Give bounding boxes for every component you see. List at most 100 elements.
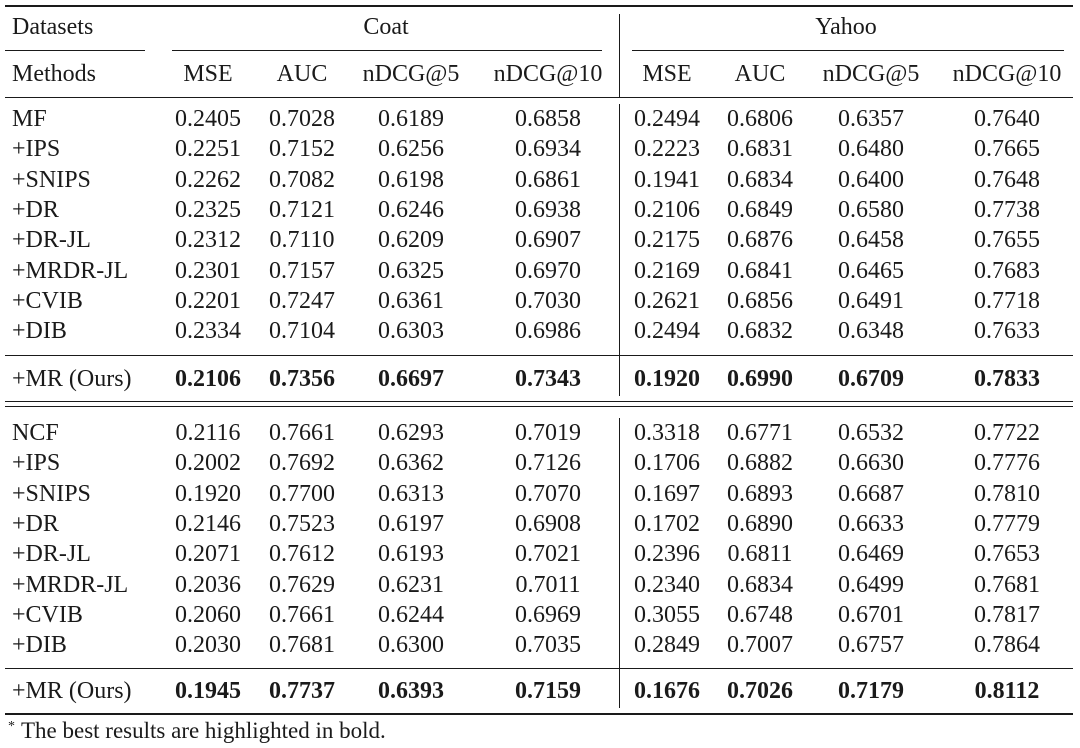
yahoo-value-cell: 0.7640 bbox=[974, 106, 1040, 132]
ours-yahoo-value-cell: 0.7833 bbox=[974, 366, 1040, 392]
ours-yahoo-value-cell: 0.1920 bbox=[634, 366, 700, 392]
yahoo-value-cell: 0.6882 bbox=[727, 450, 793, 476]
yahoo-value-cell: 0.7665 bbox=[974, 136, 1040, 162]
ours-yahoo-value-cell: 0.6990 bbox=[727, 366, 793, 392]
yahoo-value-cell: 0.7718 bbox=[974, 288, 1040, 314]
yahoo-value-cell: 0.7722 bbox=[974, 420, 1040, 446]
yahoo-value-cell: 0.1697 bbox=[634, 481, 700, 507]
yahoo-value-cell: 0.6893 bbox=[727, 481, 793, 507]
method-cell: +CVIB bbox=[12, 288, 83, 314]
method-cell: +SNIPS bbox=[12, 481, 91, 507]
metric-header-yahoo-1: AUC bbox=[734, 61, 786, 87]
coat-value-cell: 0.6970 bbox=[515, 258, 581, 284]
coat-value-cell: 0.2325 bbox=[175, 197, 241, 223]
method-cell: +DR bbox=[12, 197, 59, 223]
yahoo-value-cell: 0.2340 bbox=[634, 572, 700, 598]
coat-value-cell: 0.7104 bbox=[269, 318, 335, 344]
datasets-header: Datasets bbox=[12, 14, 94, 40]
ours-yahoo-value-cell: 0.6709 bbox=[838, 366, 904, 392]
coat-underline bbox=[172, 50, 602, 51]
yahoo-value-cell: 0.2396 bbox=[634, 541, 700, 567]
metric-header-coat-1: AUC bbox=[276, 61, 328, 87]
coat-value-cell: 0.2201 bbox=[175, 288, 241, 314]
yahoo-value-cell: 0.7681 bbox=[974, 572, 1040, 598]
bottom-rule bbox=[5, 713, 1073, 715]
coat-value-cell: 0.2030 bbox=[175, 632, 241, 658]
ours-yahoo-value-cell: 0.7026 bbox=[727, 678, 793, 704]
ours-coat-value-cell: 0.2106 bbox=[175, 366, 241, 392]
coat-value-cell: 0.2071 bbox=[175, 541, 241, 567]
ours-coat-value-cell: 0.7356 bbox=[269, 366, 335, 392]
yahoo-value-cell: 0.6633 bbox=[838, 511, 904, 537]
coat-value-cell: 0.6209 bbox=[378, 227, 444, 253]
coat-value-cell: 0.7629 bbox=[269, 572, 335, 598]
yahoo-value-cell: 0.7810 bbox=[974, 481, 1040, 507]
coat-value-cell: 0.7110 bbox=[269, 227, 335, 253]
yahoo-value-cell: 0.6499 bbox=[838, 572, 904, 598]
yahoo-value-cell: 0.7738 bbox=[974, 197, 1040, 223]
coat-value-cell: 0.2036 bbox=[175, 572, 241, 598]
yahoo-value-cell: 0.6748 bbox=[727, 602, 793, 628]
group-separator-1 bbox=[619, 418, 620, 708]
ours-method-cell: +MR (Ours) bbox=[12, 366, 132, 392]
yahoo-value-cell: 0.6834 bbox=[727, 167, 793, 193]
coat-value-cell: 0.6362 bbox=[378, 450, 444, 476]
coat-value-cell: 0.6193 bbox=[378, 541, 444, 567]
method-cell: +DIB bbox=[12, 632, 67, 658]
coat-value-cell: 0.6293 bbox=[378, 420, 444, 446]
group-header-yahoo: Yahoo bbox=[815, 14, 877, 40]
yahoo-value-cell: 0.6806 bbox=[727, 106, 793, 132]
yahoo-value-cell: 0.7779 bbox=[974, 511, 1040, 537]
coat-value-cell: 0.6300 bbox=[378, 632, 444, 658]
yahoo-value-cell: 0.3318 bbox=[634, 420, 700, 446]
yahoo-value-cell: 0.1702 bbox=[634, 511, 700, 537]
method-cell: +DR-JL bbox=[12, 227, 91, 253]
coat-value-cell: 0.7070 bbox=[515, 481, 581, 507]
yahoo-value-cell: 0.6856 bbox=[727, 288, 793, 314]
coat-value-cell: 0.2060 bbox=[175, 602, 241, 628]
coat-value-cell: 0.7030 bbox=[515, 288, 581, 314]
coat-value-cell: 0.6861 bbox=[515, 167, 581, 193]
coat-value-cell: 0.6256 bbox=[378, 136, 444, 162]
ours-coat-value-cell: 0.7343 bbox=[515, 366, 581, 392]
method-cell: +CVIB bbox=[12, 602, 83, 628]
method-cell: NCF bbox=[12, 420, 59, 446]
coat-value-cell: 0.1920 bbox=[175, 481, 241, 507]
yahoo-value-cell: 0.2494 bbox=[634, 318, 700, 344]
coat-value-cell: 0.6198 bbox=[378, 167, 444, 193]
yahoo-value-cell: 0.6811 bbox=[727, 541, 793, 567]
coat-value-cell: 0.6303 bbox=[378, 318, 444, 344]
coat-value-cell: 0.6934 bbox=[515, 136, 581, 162]
coat-value-cell: 0.2405 bbox=[175, 106, 241, 132]
yahoo-value-cell: 0.6687 bbox=[838, 481, 904, 507]
coat-value-cell: 0.7692 bbox=[269, 450, 335, 476]
method-cell: MF bbox=[12, 106, 47, 132]
ours-yahoo-value-cell: 0.7179 bbox=[838, 678, 904, 704]
yahoo-value-cell: 0.7648 bbox=[974, 167, 1040, 193]
yahoo-value-cell: 0.6532 bbox=[838, 420, 904, 446]
footnote: * The best results are highlighted in bol… bbox=[8, 712, 386, 746]
metric-header-yahoo-3: nDCG@10 bbox=[952, 61, 1062, 87]
yahoo-value-cell: 0.6876 bbox=[727, 227, 793, 253]
coat-value-cell: 0.7700 bbox=[269, 481, 335, 507]
ours-rule-0 bbox=[5, 355, 1073, 356]
metric-header-yahoo-0: MSE bbox=[642, 61, 692, 87]
coat-value-cell: 0.7523 bbox=[269, 511, 335, 537]
method-cell: +DR bbox=[12, 511, 59, 537]
yahoo-value-cell: 0.3055 bbox=[634, 602, 700, 628]
coat-value-cell: 0.7021 bbox=[515, 541, 581, 567]
top-rule bbox=[5, 5, 1073, 7]
coat-value-cell: 0.2334 bbox=[175, 318, 241, 344]
ours-coat-value-cell: 0.1945 bbox=[175, 678, 241, 704]
yahoo-value-cell: 0.6480 bbox=[838, 136, 904, 162]
yahoo-value-cell: 0.2175 bbox=[634, 227, 700, 253]
coat-value-cell: 0.6244 bbox=[378, 602, 444, 628]
coat-value-cell: 0.6908 bbox=[515, 511, 581, 537]
group-separator-header bbox=[619, 14, 620, 97]
yahoo-value-cell: 0.2223 bbox=[634, 136, 700, 162]
methods-header: Methods bbox=[12, 61, 96, 87]
coat-value-cell: 0.2251 bbox=[175, 136, 241, 162]
yahoo-value-cell: 0.6771 bbox=[727, 420, 793, 446]
coat-value-cell: 0.7121 bbox=[269, 197, 335, 223]
coat-value-cell: 0.7247 bbox=[269, 288, 335, 314]
